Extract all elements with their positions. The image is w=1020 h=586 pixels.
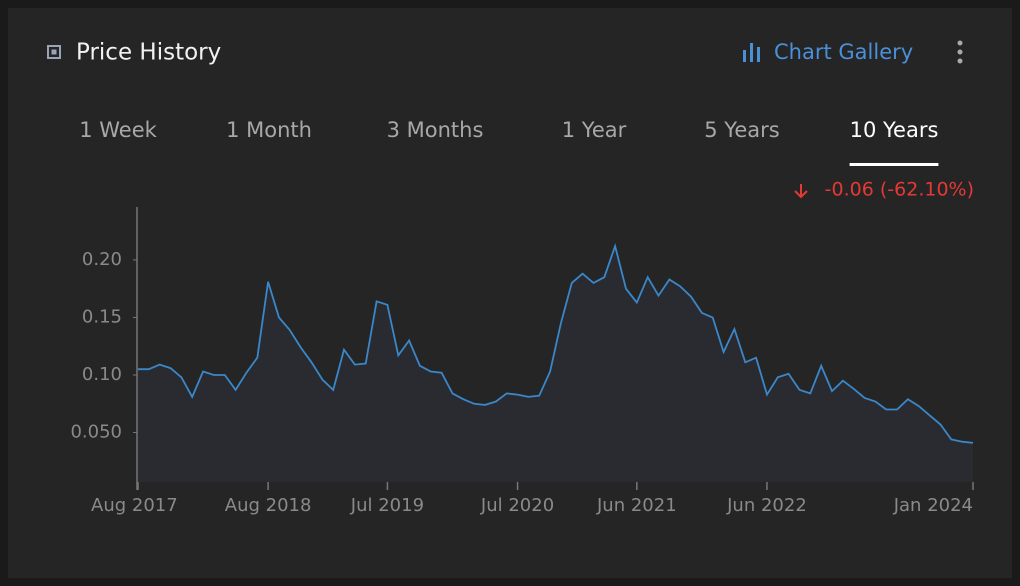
tab[interactable]: 1 Year	[562, 118, 627, 142]
y-tick-label: 0.15	[82, 306, 122, 327]
line	[138, 242, 974, 444]
x-tick-label: Jul 2020	[480, 495, 554, 516]
gallery-label: Chart Gallery	[774, 40, 913, 64]
x-tick-label: Jun 2021	[596, 495, 677, 516]
x-tick-label: Aug 2018	[225, 495, 312, 516]
x-tick-label: Aug 2017	[91, 495, 178, 516]
price-change: -0.06 (-62.10%)	[825, 179, 974, 201]
tab[interactable]: 10 Years	[850, 118, 939, 142]
tab[interactable]: 3 Months	[387, 118, 484, 142]
card	[8, 8, 1012, 578]
area	[138, 246, 973, 482]
chart-gallery-button[interactable]: Chart Gallery	[743, 40, 913, 64]
gallery-icon-bar	[757, 47, 760, 62]
x-tick-label: Jan 2024	[893, 495, 973, 516]
y-tick-label: 0.10	[82, 364, 122, 385]
header-title: Price History	[76, 40, 221, 66]
header-icon	[47, 45, 61, 59]
y-tick-label: 0.20	[82, 249, 122, 270]
tab[interactable]: 1 Month	[226, 118, 312, 142]
menu-button[interactable]	[957, 40, 963, 64]
tab[interactable]: 1 Week	[79, 118, 157, 142]
menu-dot	[957, 49, 963, 55]
down-arrow	[794, 184, 808, 199]
x-tick-label: Jul 2019	[350, 495, 424, 516]
gallery-icon-bar	[750, 43, 753, 62]
tab-underline	[849, 163, 939, 166]
menu-dot	[957, 40, 963, 46]
menu-dot	[957, 58, 963, 64]
x-tick-label: Jun 2022	[726, 495, 807, 516]
y-tick-label: 0.050	[70, 422, 122, 443]
header-icon-inner	[51, 49, 57, 55]
tab[interactable]: 5 Years	[704, 118, 779, 142]
gallery-icon-bar	[743, 50, 746, 62]
